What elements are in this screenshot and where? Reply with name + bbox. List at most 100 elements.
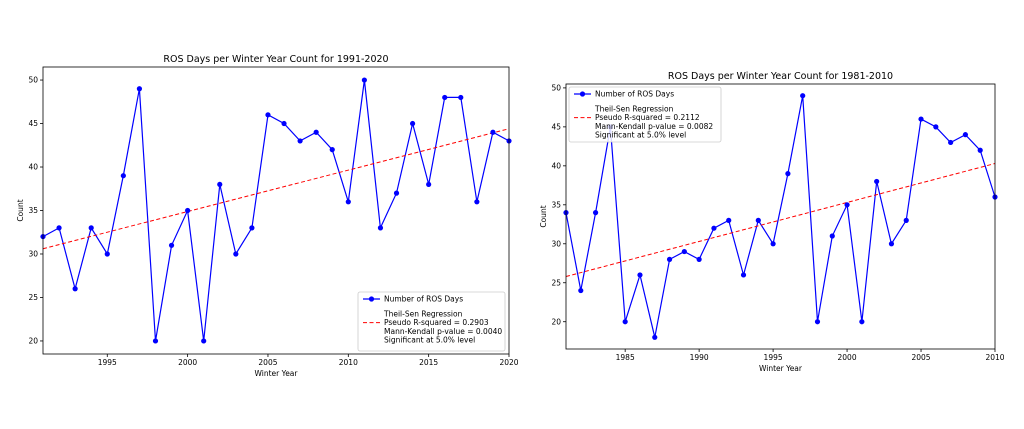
data-point [185, 207, 191, 214]
y-tick-label: 25 [551, 278, 561, 287]
data-point [297, 138, 303, 144]
legend-pvalue: Mann-Kendall p-value = 0.0082 [595, 122, 713, 131]
chart-title: ROS Days per Winter Year Count for 1981-… [668, 71, 893, 82]
legend: Number of ROS Days Theil-Sen RegressionPs… [568, 86, 722, 143]
data-point [361, 77, 367, 83]
data-point [136, 86, 143, 92]
plot-frame [565, 83, 996, 350]
y-axis-label: Count [16, 199, 25, 221]
x-tick-label: 1990 [690, 353, 709, 362]
x-axis-label: Winter Year [255, 369, 299, 378]
data-point [681, 248, 687, 255]
data-point [458, 94, 464, 101]
legend-series-label: Number of ROS Days [384, 295, 463, 304]
legend-trend-header: Theil-Sen Regression [594, 105, 674, 114]
data-point [652, 334, 658, 340]
data-point [249, 225, 255, 231]
data-point [120, 173, 126, 179]
data-point [666, 256, 673, 262]
y-tick-label: 40 [28, 163, 38, 172]
legend-box [568, 86, 722, 143]
data-point [104, 251, 110, 257]
chart-title: ROS Days per Winter Year Count for 1991-… [163, 54, 388, 65]
x-tick-label: 2020 [499, 358, 518, 367]
data-point [903, 217, 909, 223]
x-tick-label: 2005 [911, 353, 930, 362]
data-point [592, 210, 599, 216]
x-tick-label: 2005 [258, 358, 277, 367]
y-tick-label: 45 [551, 123, 561, 132]
y-axis-label: Count [539, 205, 548, 227]
data-point [800, 93, 806, 99]
data-point [265, 112, 271, 118]
series-line [565, 95, 996, 338]
legend-significance: Significant at 5.0% level [595, 130, 686, 139]
data-point [409, 120, 416, 127]
data-point [829, 233, 835, 239]
series-line [42, 79, 510, 342]
data-point [345, 199, 351, 205]
data-point [814, 319, 821, 325]
data-point [377, 225, 384, 231]
legend: Number of ROS Days Theil-Sen RegressionPs… [357, 291, 506, 352]
y-tick-label: 35 [28, 206, 38, 215]
data-point [233, 251, 239, 257]
data-point [281, 120, 287, 127]
data-point [201, 338, 207, 344]
y-tick-label: 20 [28, 337, 38, 346]
legend-trend-label: Pseudo R-squared = 0.2112 [595, 113, 700, 122]
x-tick-label: 1995 [764, 353, 783, 362]
legend-pvalue: Mann-Kendall p-value = 0.0040 [384, 327, 502, 336]
data-point [637, 272, 643, 278]
y-tick-label: 50 [551, 84, 561, 93]
data-point [711, 225, 717, 231]
trend-line [42, 128, 510, 250]
data-point [977, 147, 983, 153]
data-point [313, 129, 319, 135]
y-tick-label: 25 [28, 293, 38, 302]
data-point [726, 217, 732, 223]
data-point [56, 225, 62, 231]
x-tick-label: 1985 [616, 353, 635, 362]
legend-trend-label: Pseudo R-squared = 0.2903 [384, 318, 489, 327]
data-point [426, 181, 432, 188]
data-point [770, 241, 776, 247]
x-tick-label: 2010 [339, 358, 358, 367]
trend-line [565, 163, 996, 277]
x-tick-label: 2000 [838, 353, 857, 362]
legend-series-label: Number of ROS Days [595, 90, 674, 99]
y-tick-label: 30 [551, 239, 561, 248]
data-point [888, 241, 895, 247]
legend-significance: Significant at 5.0% level [384, 335, 475, 344]
data-point [393, 190, 400, 196]
data-point [918, 116, 924, 122]
data-point [442, 94, 448, 101]
data-point [755, 217, 761, 223]
legend-series-marker [579, 91, 586, 97]
data-point [474, 199, 480, 205]
x-tick-label: 1995 [98, 358, 117, 367]
data-point [933, 124, 939, 130]
legend-series-marker [368, 296, 375, 302]
legend-box [357, 291, 506, 352]
data-point [88, 225, 94, 231]
data-point [785, 171, 791, 177]
data-point [622, 319, 628, 325]
data-point [72, 286, 78, 292]
chart-panel-2: ROS Days per Winter Year Count for 1981-… [539, 71, 1005, 373]
y-tick-label: 40 [551, 162, 561, 171]
data-point [962, 132, 969, 138]
data-point [152, 338, 159, 344]
data-point [844, 202, 850, 208]
legend-trend-header: Theil-Sen Regression [383, 310, 463, 319]
y-tick-label: 35 [551, 201, 561, 210]
y-tick-label: 20 [551, 317, 561, 326]
chart-panel-1: ROS Days per Winter Year Count for 1991-… [16, 54, 519, 378]
y-tick-label: 50 [28, 76, 38, 85]
data-point [740, 272, 747, 278]
data-point [490, 129, 496, 135]
data-point [329, 147, 335, 153]
y-tick-label: 45 [28, 119, 38, 128]
